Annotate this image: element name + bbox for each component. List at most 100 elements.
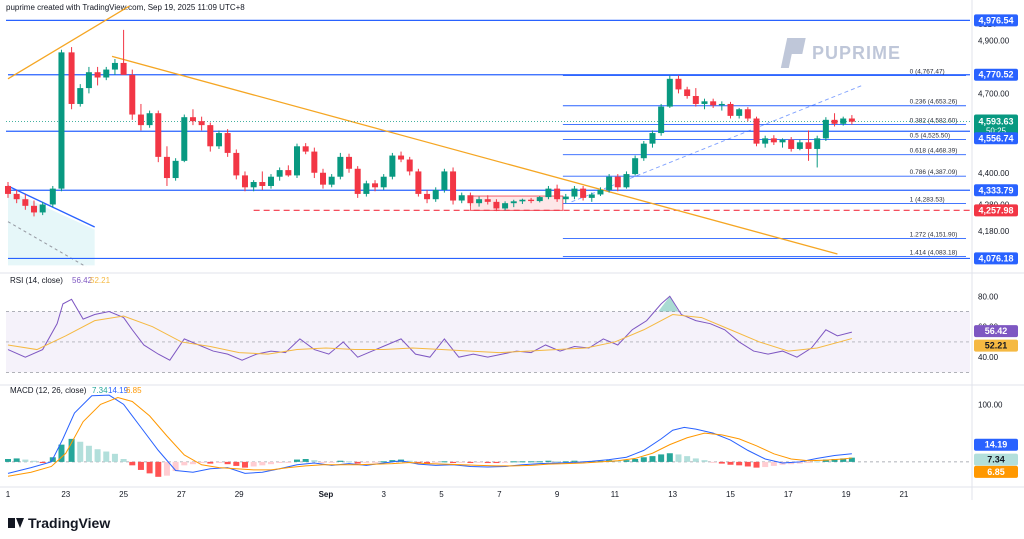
candle-body — [770, 138, 777, 143]
macd-histogram-bar — [346, 461, 353, 463]
candle-body — [415, 171, 422, 194]
candle — [311, 147, 318, 179]
candle — [146, 110, 153, 128]
fib-label-2: 0.382 (4,582.60) — [910, 117, 958, 124]
macd-histogram-bar — [389, 460, 396, 462]
candle-body — [606, 176, 613, 190]
time-tick-label: 29 — [235, 490, 244, 499]
rsi-tick-label: 80.00 — [978, 292, 999, 301]
time-tick-label: 13 — [668, 490, 677, 499]
candle — [267, 174, 274, 189]
candle-body — [718, 103, 725, 106]
candle — [840, 116, 847, 126]
candle — [493, 199, 500, 212]
candle-body — [294, 146, 300, 176]
macd-histogram-bar — [692, 458, 699, 462]
trendline-0 — [7, 5, 130, 80]
candle-body — [831, 119, 838, 124]
candle — [250, 180, 257, 192]
candle — [554, 184, 561, 202]
macd-histogram-bar — [22, 459, 29, 462]
time-tick-label: 15 — [726, 490, 735, 499]
macd-histogram-bar — [467, 461, 474, 464]
candle-body — [554, 188, 561, 200]
macd-histogram-bar — [294, 459, 300, 462]
candle-body — [406, 159, 413, 172]
support-tag-text: 4,257.98 — [978, 205, 1013, 215]
price-pane: 0 (4,767.47) 0.236 (4,653.26) 0.382 (4,582… — [5, 5, 1010, 268]
macd-line — [7, 394, 852, 474]
candle — [380, 174, 387, 190]
tradingview-brand[interactable]: TradingView — [8, 515, 110, 531]
macd-histogram-bar — [103, 451, 110, 462]
candle — [692, 88, 699, 107]
candle — [814, 135, 821, 168]
candle-body — [146, 113, 153, 126]
candle — [458, 192, 465, 204]
candle-body — [788, 139, 795, 149]
candle-body — [285, 170, 292, 176]
candle-body — [163, 156, 170, 179]
macd-histogram-bar — [658, 454, 665, 462]
rsi-legend-title: RSI (14, close) — [10, 276, 63, 285]
time-tick-label: 19 — [842, 490, 851, 499]
candle-body — [363, 183, 370, 194]
macd-histogram-bar — [476, 461, 483, 463]
macd-histogram-bar — [571, 460, 578, 462]
candle — [623, 171, 630, 189]
candle-body — [796, 142, 803, 149]
level-tag-3: 4,333.79 — [974, 184, 1018, 197]
candle-body — [22, 199, 29, 206]
candle — [276, 167, 283, 181]
candle-body — [77, 88, 84, 104]
macd-histogram-bar — [710, 461, 717, 463]
candle-body — [233, 152, 240, 176]
macd-histogram-bar — [753, 461, 760, 468]
level-tag-4-text: 4,076.18 — [978, 253, 1013, 263]
candle-body — [111, 62, 118, 70]
candle-body — [58, 52, 65, 189]
candle-body — [441, 171, 448, 190]
macd-value-tag-text: 14.19 — [985, 440, 1008, 450]
candle-body — [467, 195, 474, 204]
candle-body — [346, 156, 353, 169]
macd-histogram-bar — [337, 460, 344, 462]
candle-body — [588, 194, 595, 198]
candle — [788, 137, 795, 152]
candle-body — [5, 185, 11, 194]
macd-histogram-bar — [233, 461, 240, 466]
candle-body — [597, 189, 604, 195]
candle-body — [736, 109, 743, 116]
macd-legend-title: MACD (12, 26, close) — [10, 386, 87, 395]
candle — [320, 168, 327, 189]
macd-histogram-bar — [302, 459, 309, 462]
candle-body — [155, 113, 162, 157]
rsi-legend-value: 56.42 — [72, 276, 93, 285]
candle-body — [207, 125, 214, 147]
candle-body — [658, 106, 665, 134]
candle — [831, 113, 838, 127]
candle — [415, 168, 422, 197]
level-tag-1-bg — [974, 68, 1018, 81]
macd-histogram-bar — [441, 461, 448, 463]
candle — [614, 174, 621, 192]
candle — [510, 199, 517, 208]
macd-histogram-bar — [744, 461, 751, 467]
trendline-2 — [7, 185, 95, 228]
level-tag-4-bg — [974, 252, 1018, 265]
candle — [770, 135, 777, 145]
candle-body — [259, 182, 266, 186]
macd-histogram-bar — [701, 460, 708, 462]
candle — [450, 167, 457, 205]
candle-body — [666, 78, 673, 107]
candle — [432, 187, 439, 202]
candle — [684, 86, 691, 99]
candle-body — [320, 172, 327, 185]
candle — [484, 195, 491, 205]
macd-histogram-bar — [718, 461, 725, 464]
fib-label-0: 0 (4,767.47) — [910, 69, 945, 76]
candle — [406, 156, 413, 176]
candle — [233, 149, 240, 180]
